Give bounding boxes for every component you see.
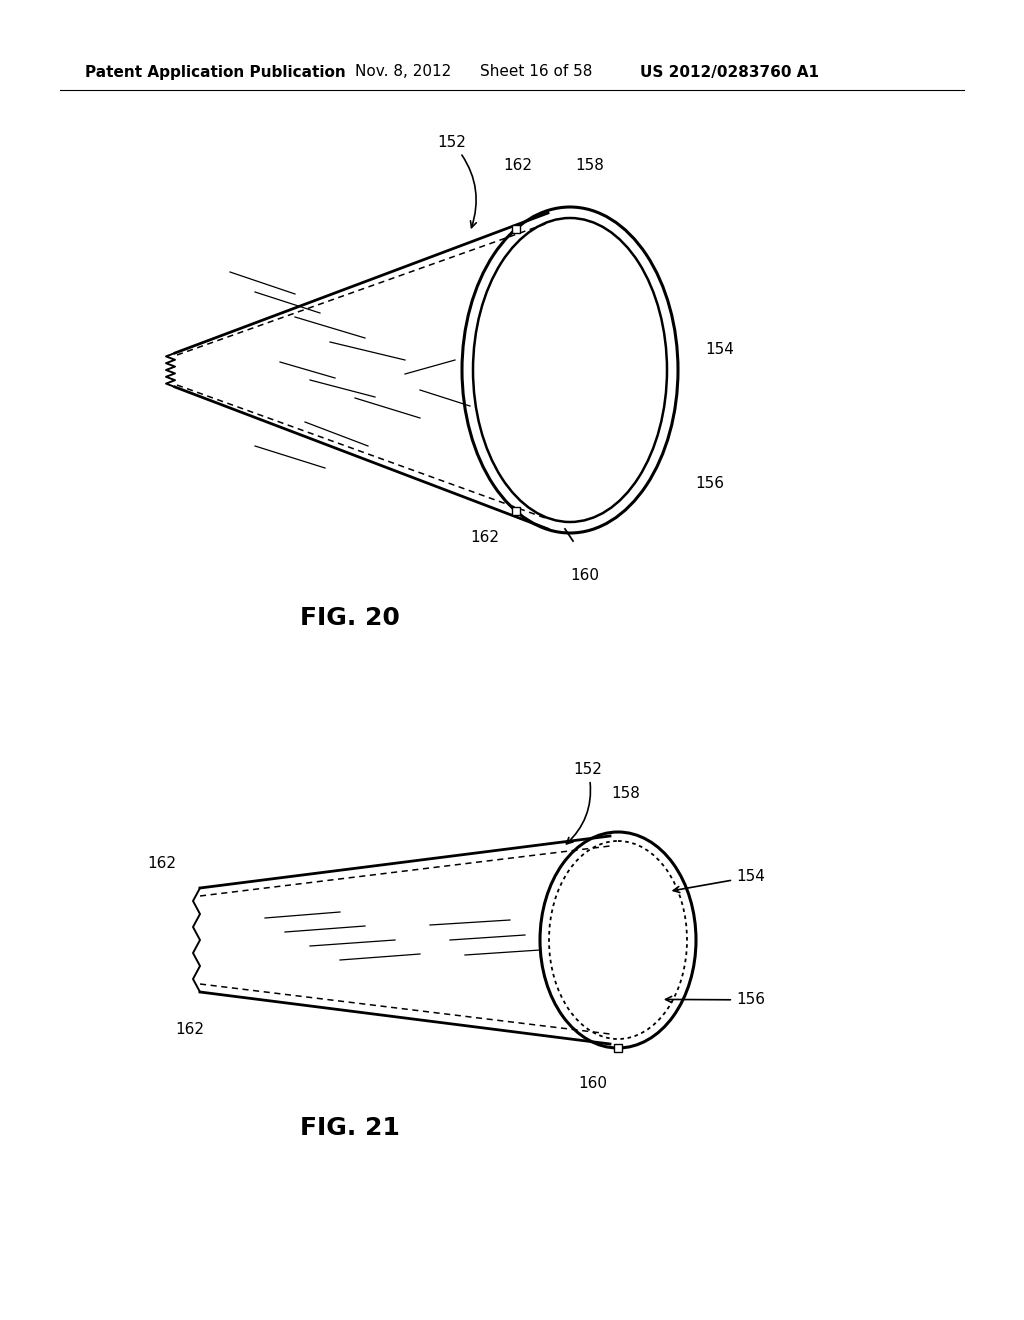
Text: 162: 162 [175, 1023, 205, 1038]
Bar [512, 224, 520, 232]
Text: 154: 154 [673, 870, 765, 892]
Bar [512, 507, 520, 515]
Text: 152: 152 [437, 135, 476, 227]
Bar [614, 1044, 622, 1052]
Text: 160: 160 [579, 1076, 607, 1090]
Text: 156: 156 [666, 993, 765, 1007]
Text: US 2012/0283760 A1: US 2012/0283760 A1 [640, 65, 819, 79]
Text: Patent Application Publication: Patent Application Publication [85, 65, 346, 79]
Text: 158: 158 [611, 787, 640, 801]
Text: 158: 158 [575, 157, 604, 173]
Text: 160: 160 [570, 568, 599, 582]
Text: FIG. 20: FIG. 20 [300, 606, 400, 630]
Text: 162: 162 [470, 531, 500, 545]
Text: 152: 152 [566, 762, 602, 843]
Text: 162: 162 [504, 157, 532, 173]
Text: 154: 154 [706, 342, 734, 358]
Text: Sheet 16 of 58: Sheet 16 of 58 [480, 65, 592, 79]
Text: Nov. 8, 2012: Nov. 8, 2012 [355, 65, 452, 79]
Text: 156: 156 [695, 475, 725, 491]
Text: 162: 162 [147, 855, 176, 870]
Text: FIG. 21: FIG. 21 [300, 1115, 400, 1140]
